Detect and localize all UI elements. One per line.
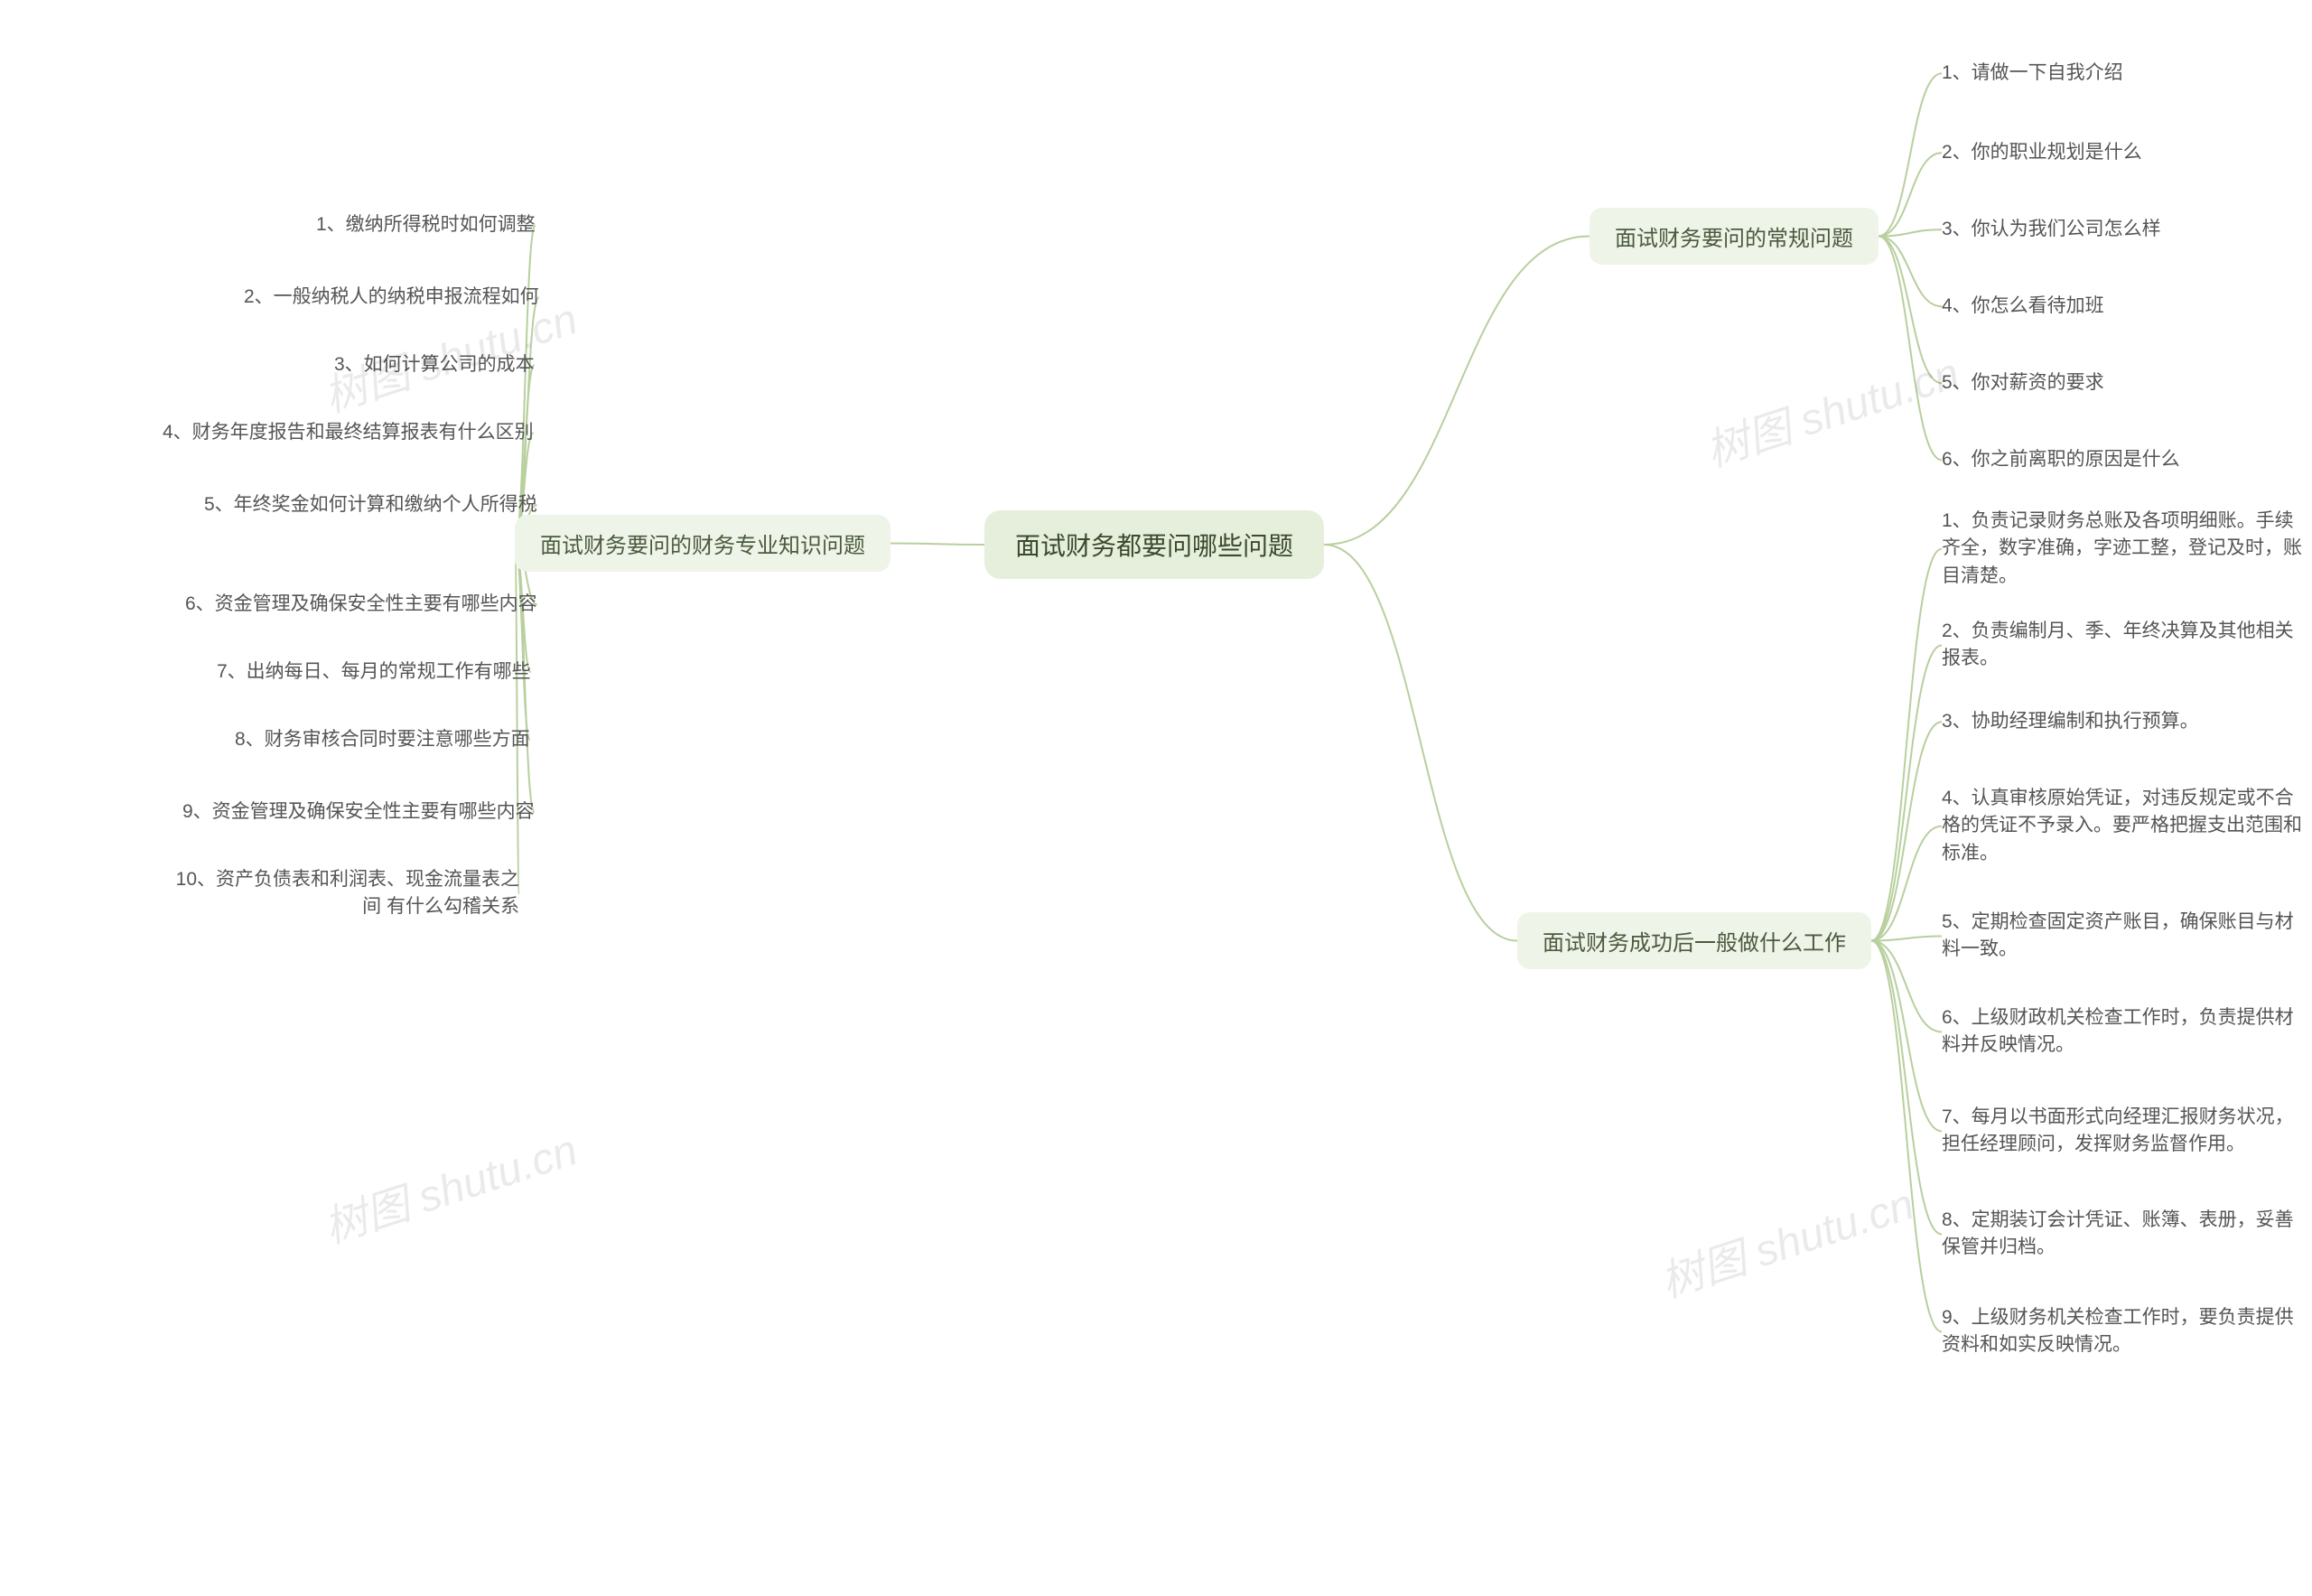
mindmap-leaf: 6、你之前离职的原因是什么 [1942,443,2180,477]
mindmap-leaf: 3、如何计算公司的成本 [334,348,535,382]
mindmap-leaf: 5、你对薪资的要求 [1942,366,2104,400]
mindmap-leaf: 2、你的职业规划是什么 [1942,135,2142,170]
mindmap-leaf: 9、上级财务机关检查工作时，要负责提供资料和如实反映情况。 [1942,1301,2303,1363]
mindmap-leaf: 8、财务审核合同时要注意哪些方面 [235,723,530,757]
mindmap-root[interactable]: 面试财务都要问哪些问题 [984,510,1324,579]
mindmap-leaf: 1、请做一下自我介绍 [1942,56,2123,90]
watermark: 树图 shutu.cn [314,1115,583,1255]
mindmap-leaf: 5、年终奖金如何计算和缴纳个人所得税 [204,488,537,522]
mindmap-branch-professional[interactable]: 面试财务要问的财务专业知识问题 [515,515,890,572]
mindmap-leaf: 2、负责编制月、季、年终决算及其他相关报表。 [1942,614,2303,677]
watermark: 树图 shutu.cn [1651,1169,1920,1310]
mindmap-leaf: 5、定期检查固定资产账目，确保账目与材料一致。 [1942,905,2303,967]
mindmap-leaf: 4、财务年度报告和最终结算报表有什么区别 [163,415,534,450]
mindmap-leaf: 1、负责记录财务总账及各项明细账。手续齐全，数字准确，字迹工整，登记及时，账目清… [1942,504,2303,593]
mindmap-leaf: 7、出纳每日、每月的常规工作有哪些 [217,655,531,689]
mindmap-leaf: 6、上级财政机关检查工作时，负责提供材料并反映情况。 [1942,1001,2303,1063]
mindmap-leaf: 9、资金管理及确保安全性主要有哪些内容 [182,795,535,829]
mindmap-branch-general[interactable]: 面试财务要问的常规问题 [1590,208,1878,265]
mindmap-leaf: 10、资产负债表和利润表、现金流量表之间 有什么勾稽关系 [158,863,519,925]
mindmap-leaf: 3、协助经理编制和执行预算。 [1942,705,2199,739]
mindmap-leaf: 4、你怎么看待加班 [1942,289,2104,323]
mindmap-leaf: 7、每月以书面形式向经理汇报财务状况，担任经理顾问，发挥财务监督作用。 [1942,1100,2303,1162]
mindmap-leaf: 2、一般纳税人的纳税申报流程如何 [244,280,539,314]
mindmap-leaf: 8、定期装订会计凭证、账簿、表册，妥善保管并归档。 [1942,1203,2303,1265]
watermark: 树图 shutu.cn [1696,338,1965,479]
mindmap-leaf: 6、资金管理及确保安全性主要有哪些内容 [185,587,537,621]
mindmap-leaf: 4、认真审核原始凭证，对违反规定或不合格的凭证不予录入。要严格把握支出范围和标准… [1942,781,2303,871]
mindmap-branch-work[interactable]: 面试财务成功后一般做什么工作 [1517,912,1871,969]
mindmap-leaf: 3、你认为我们公司怎么样 [1942,212,2161,247]
mindmap-leaf: 1、缴纳所得税时如何调整 [316,208,536,242]
